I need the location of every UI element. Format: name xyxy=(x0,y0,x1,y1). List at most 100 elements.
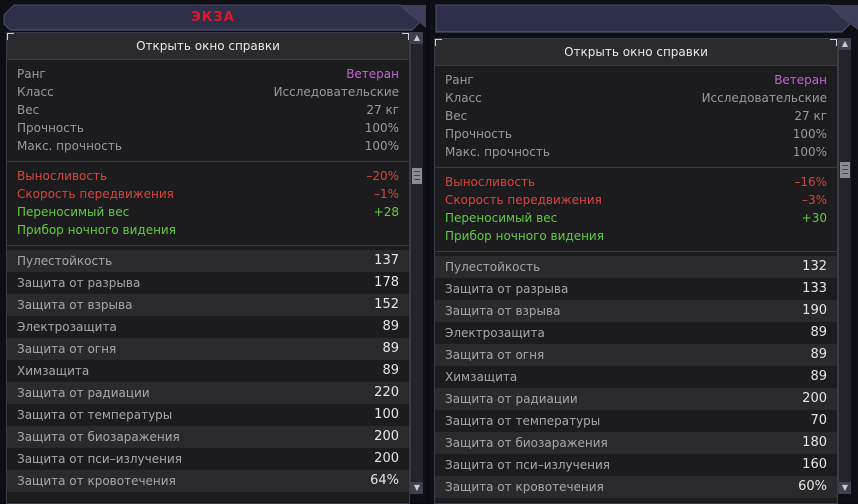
protection-label: Пулестойкость xyxy=(445,260,541,274)
protection-label: Защита от взрыва xyxy=(17,298,133,312)
protection-label: Химзащита xyxy=(445,370,518,384)
info-row-weight: Вес 27 кг xyxy=(435,107,837,125)
info-row-rank: Ранг Ветеран xyxy=(7,65,409,83)
info-row-class: Класс Исследовательские xyxy=(435,89,837,107)
info-row-max-durability: Макс. прочность 100% xyxy=(435,143,837,161)
effect-row-night-vision: Прибор ночного видения xyxy=(435,227,837,245)
info-label: Прочность xyxy=(17,121,84,135)
frame-corner xyxy=(830,39,837,46)
protection-value: 133 xyxy=(802,281,827,296)
effect-label: Прибор ночного видения xyxy=(17,223,176,237)
effect-value: –1% xyxy=(373,187,399,201)
protection-value: 70 xyxy=(810,413,827,428)
info-label: Класс xyxy=(445,91,482,105)
protection-label: Химзащита xyxy=(17,364,90,378)
protection-value: 64% xyxy=(370,473,399,488)
protection-value: 200 xyxy=(374,451,399,466)
info-label: Макс. прочность xyxy=(445,145,550,159)
protection-label: Защита от пси–излучения xyxy=(17,452,182,466)
open-help-button[interactable]: Открыть окно справки xyxy=(7,33,409,60)
effect-row-carry-weight: Переносимый вес +30 xyxy=(435,209,837,227)
protection-label: Защита от кровотечения xyxy=(445,480,604,494)
effect-label: Переносимый вес xyxy=(445,211,558,225)
protection-value: 89 xyxy=(810,325,827,340)
scroll-up-button[interactable]: ▲ xyxy=(839,38,851,50)
protection-label: Защита от огня xyxy=(17,342,117,356)
protection-row: Защита от температуры 70 xyxy=(435,410,837,432)
info-label: Ранг xyxy=(445,73,474,87)
info-row-durability: Прочность 100% xyxy=(7,119,409,137)
protection-value: 200 xyxy=(374,429,399,444)
effect-row-night-vision: Прибор ночного видения xyxy=(7,221,409,239)
effect-row-carry-weight: Переносимый вес +28 xyxy=(7,203,409,221)
protection-row: Защита от взрыва 152 xyxy=(7,294,409,316)
scroll-up-button[interactable]: ▲ xyxy=(411,32,423,44)
protection-row: Защита от кровотечения 64% xyxy=(7,470,409,492)
protection-value: 100 xyxy=(374,407,399,422)
protection-row: Защита от огня 89 xyxy=(435,344,837,366)
protection-label: Защита от разрыва xyxy=(445,282,569,296)
info-label: Вес xyxy=(445,109,468,123)
info-label: Класс xyxy=(17,85,54,99)
protection-row: Защита от радиации 220 xyxy=(7,382,409,404)
info-row-rank: Ранг Ветеран xyxy=(435,71,837,89)
effect-row-speed: Скорость передвижения –3% xyxy=(435,191,837,209)
panel-header: ЭКЗА xyxy=(0,0,426,31)
info-section: Ранг Ветеран Класс Исследовательские Вес 27… xyxy=(7,60,409,162)
scroll-down-button[interactable]: ▼ xyxy=(839,482,851,494)
effects-section: Выносливость –16% Скорость передвижения –3… xyxy=(435,168,837,252)
info-value: 100% xyxy=(792,127,827,141)
open-help-button[interactable]: Открыть окно справки xyxy=(435,39,837,66)
effect-label: Прибор ночного видения xyxy=(445,229,604,243)
protection-label: Защита от температуры xyxy=(17,408,173,422)
protection-label: Защита от разрыва xyxy=(17,276,141,290)
protection-row: Защита от разрыва 178 xyxy=(7,272,409,294)
effect-label: Выносливость xyxy=(17,169,108,183)
header-bar-shape xyxy=(3,4,426,31)
info-label: Макс. прочность xyxy=(17,139,122,153)
scroll-thumb[interactable] xyxy=(412,168,422,184)
protection-value: 180 xyxy=(802,435,827,450)
protection-label: Электрозащита xyxy=(17,320,117,334)
protection-row: Электрозащита 89 xyxy=(7,316,409,338)
info-value: 100% xyxy=(364,121,399,135)
protection-row: Защита от температуры 100 xyxy=(7,404,409,426)
info-value: Исследовательские xyxy=(273,85,399,99)
protection-label: Защита от пси–излучения xyxy=(445,458,610,472)
protection-value: 60% xyxy=(798,479,827,494)
effect-value: +30 xyxy=(801,211,827,225)
protection-row: Пулестойкость 137 xyxy=(7,250,409,272)
protection-row: Защита от биозаражения 180 xyxy=(435,432,837,454)
effect-value: +28 xyxy=(373,205,399,219)
stats-frame: Открыть окно справки Ранг Ветеран Класс Ис… xyxy=(6,32,410,504)
protection-row: Защита от взрыва 190 xyxy=(435,300,837,322)
info-label: Вес xyxy=(17,103,40,117)
effect-value: –3% xyxy=(801,193,827,207)
protection-label: Защита от радиации xyxy=(445,392,578,406)
protection-value: 178 xyxy=(374,275,399,290)
stats-frame: Открыть окно справки Ранг Ветеран Класс Ис… xyxy=(434,38,838,504)
protection-list: Пулестойкость 137 Защита от разрыва 178 За… xyxy=(7,250,409,492)
info-section: Ранг Ветеран Класс Исследовательские Вес 27… xyxy=(435,66,837,168)
scroll-down-button[interactable]: ▼ xyxy=(411,482,423,494)
protection-label: Защита от кровотечения xyxy=(17,474,176,488)
effect-value: –16% xyxy=(794,175,827,189)
protection-label: Пулестойкость xyxy=(17,254,113,268)
protection-value: 89 xyxy=(382,341,399,356)
info-row-weight: Вес 27 кг xyxy=(7,101,409,119)
protection-value: 89 xyxy=(810,347,827,362)
protection-row: Защита от разрыва 133 xyxy=(435,278,837,300)
protection-label: Защита от биозаражения xyxy=(17,430,180,444)
protection-row: Защита от радиации 200 xyxy=(435,388,837,410)
frame-corner xyxy=(7,33,14,40)
effect-label: Выносливость xyxy=(445,175,536,189)
info-value: 100% xyxy=(364,139,399,153)
scroll-thumb[interactable] xyxy=(840,162,850,178)
info-value: Ветеран xyxy=(346,67,399,81)
protection-value: 89 xyxy=(382,363,399,378)
protection-row: Защита от огня 89 xyxy=(7,338,409,360)
protection-label: Защита от взрыва xyxy=(445,304,561,318)
info-value: Исследовательские xyxy=(701,91,827,105)
scrollbar[interactable]: ▲ ▼ xyxy=(838,38,851,494)
scrollbar[interactable]: ▲ ▼ xyxy=(410,32,423,494)
